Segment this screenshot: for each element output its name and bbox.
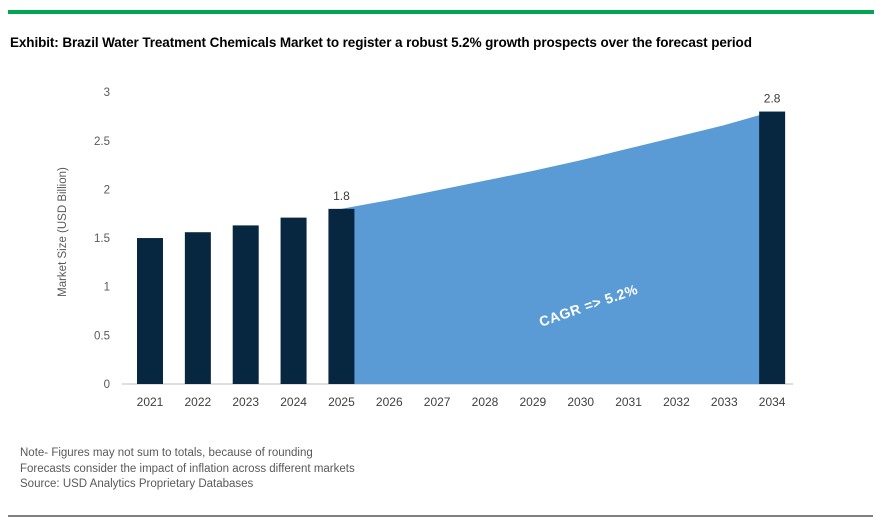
y-axis-title: Market Size (USD Billion) (57, 167, 69, 297)
exhibit-title: Exhibit: Brazil Water Treatment Chemical… (10, 35, 752, 50)
bar-2022 (184, 232, 211, 384)
bar-2023 (232, 225, 259, 384)
note-line-rounding: Note- Figures may not sum to totals, bec… (20, 447, 313, 459)
bar-2021 (137, 238, 163, 384)
x-tick-2027: 2027 (424, 395, 451, 409)
y-tick-2: 2 (104, 184, 110, 196)
data-label-2034: 2.8 (764, 92, 781, 106)
bar-2034 (759, 111, 786, 384)
y-tick-3: 3 (104, 87, 110, 99)
note-line-inflation: Forecasts consider the impact of inflati… (20, 462, 355, 475)
y-tick-1: 1 (104, 282, 110, 294)
bar-2024 (280, 217, 307, 384)
x-tick-2026: 2026 (376, 395, 403, 409)
footnotes: Note- Figures may not sum to totals, bec… (20, 446, 355, 493)
market-size-chart: 0 0.5 1 1.5 2 2.5 3 Market Size (USD Billion) 20… (57, 87, 793, 409)
x-tick-2021: 2021 (137, 395, 164, 409)
x-tick-2030: 2030 (567, 395, 594, 409)
x-tick-2029: 2029 (520, 395, 547, 409)
x-tick-2034: 2034 (759, 395, 786, 409)
x-tick-2033: 2033 (711, 395, 738, 409)
data-label-2025: 1.8 (333, 189, 350, 203)
y-tick-2.5: 2.5 (94, 136, 110, 148)
x-tick-2022: 2022 (185, 395, 212, 409)
y-tick-1.5: 1.5 (94, 233, 110, 245)
bottom-rule (8, 515, 873, 517)
y-tick-0.5: 0.5 (94, 330, 110, 342)
x-tick-2031: 2031 (615, 395, 642, 409)
x-tick-2028: 2028 (472, 395, 499, 409)
y-tick-0: 0 (104, 379, 110, 391)
x-tick-2025: 2025 (328, 395, 355, 409)
top-accent-rule (8, 10, 874, 14)
bar-2025 (328, 208, 355, 384)
x-tick-2023: 2023 (232, 395, 259, 409)
x-tick-2024: 2024 (280, 395, 307, 409)
forecast-area (341, 111, 773, 384)
source-line: Source: USD Analytics Proprietary Databa… (20, 478, 254, 490)
x-tick-2032: 2032 (663, 395, 690, 409)
